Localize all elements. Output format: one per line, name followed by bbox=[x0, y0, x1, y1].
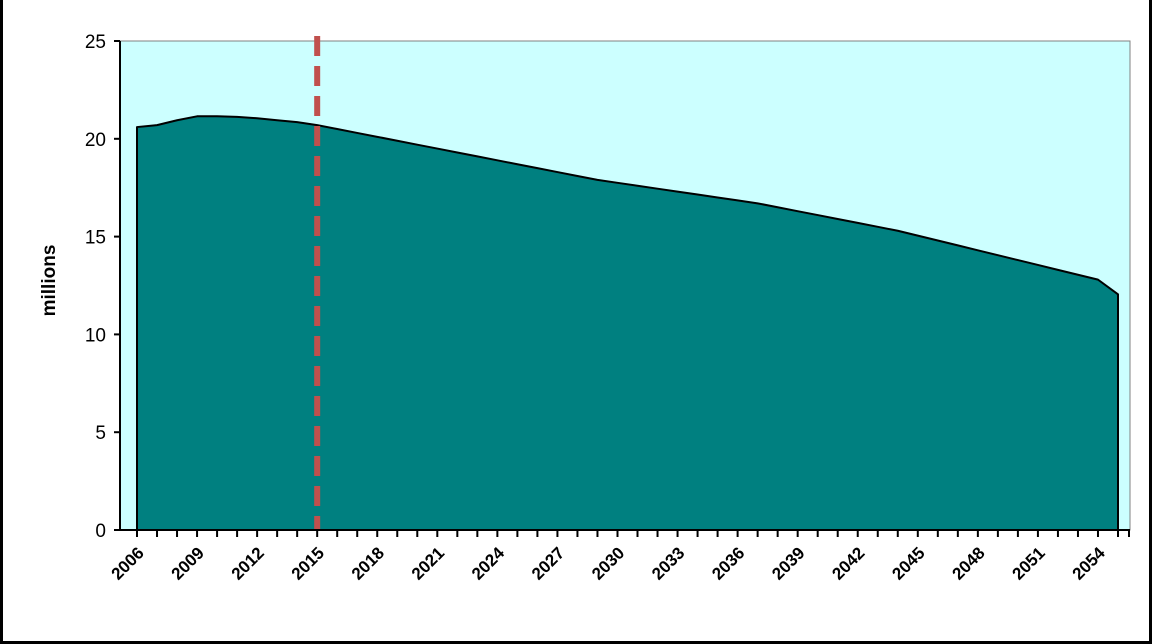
y-tick-label-25: 25 bbox=[85, 32, 106, 53]
frame-bottom-border bbox=[0, 641, 1152, 644]
y-tick-label-20: 20 bbox=[85, 130, 106, 151]
area-series-layer bbox=[136, 115, 1119, 531]
x-tick-label-2027: 2027 bbox=[528, 543, 568, 583]
x-tick-label-2042: 2042 bbox=[828, 543, 868, 583]
x-tick-label-2018: 2018 bbox=[348, 543, 388, 583]
y-axis-title: millions bbox=[39, 245, 60, 317]
x-tick-label-2012: 2012 bbox=[228, 543, 268, 583]
x-tick-label-2045: 2045 bbox=[888, 543, 928, 583]
frame-right-border bbox=[1149, 0, 1152, 644]
x-tick-label-2048: 2048 bbox=[949, 543, 989, 583]
x-tick-label-2033: 2033 bbox=[648, 543, 688, 583]
y-tick-label-0: 0 bbox=[95, 521, 106, 542]
x-tick-label-2030: 2030 bbox=[588, 543, 628, 583]
y-tick-label-5: 5 bbox=[95, 423, 106, 444]
x-tick-label-2009: 2009 bbox=[168, 543, 208, 583]
x-tick-label-2036: 2036 bbox=[708, 543, 748, 583]
area-series bbox=[136, 115, 1119, 531]
x-tick-label-2021: 2021 bbox=[408, 543, 448, 583]
y-tick-label-10: 10 bbox=[85, 325, 106, 346]
y-tick-label-15: 15 bbox=[85, 228, 106, 249]
x-tick-label-2006: 2006 bbox=[108, 543, 148, 583]
x-tick-label-2015: 2015 bbox=[288, 543, 328, 583]
x-tick-label-2051: 2051 bbox=[1009, 543, 1049, 583]
x-tick-label-2039: 2039 bbox=[768, 543, 808, 583]
x-tick-label-2054: 2054 bbox=[1069, 543, 1110, 584]
x-tick-label-2024: 2024 bbox=[468, 543, 509, 584]
frame-left-border bbox=[0, 0, 3, 644]
